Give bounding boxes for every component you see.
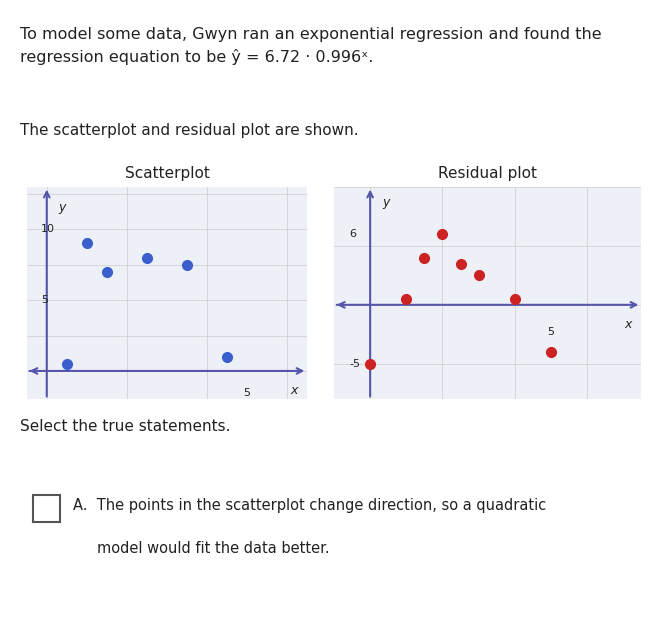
- Text: 5: 5: [41, 295, 47, 305]
- Text: model would fit the data better.: model would fit the data better.: [97, 541, 329, 556]
- Title: Residual plot: Residual plot: [438, 166, 537, 182]
- Text: 5: 5: [547, 327, 554, 337]
- Text: 5: 5: [244, 388, 250, 398]
- Text: A.  The points in the scatterplot change direction, so a quadratic: A. The points in the scatterplot change …: [73, 498, 546, 513]
- Text: 10: 10: [41, 224, 55, 234]
- Text: Select the true statements.: Select the true statements.: [20, 419, 230, 433]
- Title: Scatterplot: Scatterplot: [124, 166, 210, 182]
- Text: x: x: [291, 384, 298, 397]
- Text: To model some data, Gwyn ran an exponential regression and found the
regression : To model some data, Gwyn ran an exponent…: [20, 27, 602, 64]
- Bar: [33, 495, 60, 522]
- Text: The scatterplot and residual plot are shown.: The scatterplot and residual plot are sh…: [20, 122, 359, 138]
- Text: -5: -5: [349, 359, 360, 369]
- Text: x: x: [624, 317, 631, 330]
- Text: 6: 6: [349, 229, 356, 239]
- Text: y: y: [58, 202, 65, 214]
- Text: y: y: [383, 196, 390, 209]
